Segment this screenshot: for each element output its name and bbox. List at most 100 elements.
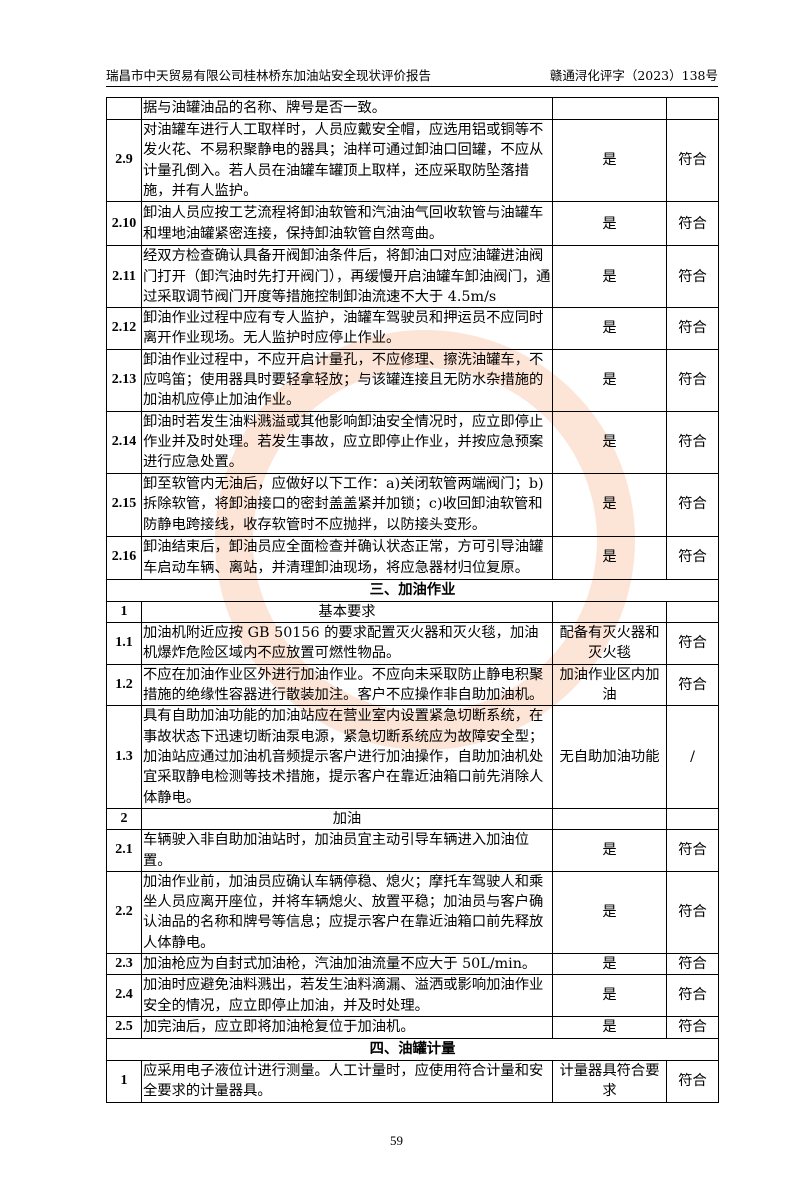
item-number: 2.4: [106, 974, 142, 1017]
check-content: 加油时应避免油料溅出，若发生油料滴漏、溢洒或影响加油作业安全的情况，应立即停止加…: [141, 974, 553, 1017]
table-row: 2.16 卸油结束后，卸油员应全面检查并确认状态正常，方可引导油罐车启动车辆、离站…: [106, 535, 719, 580]
check-result: 加油作业区内加油: [552, 663, 667, 707]
table-row: 1.3 具有自助加油功能的加油站应在营业室内设置紧急切断系统，在事故状态下迅速切断…: [106, 705, 719, 809]
item-number: 2: [106, 807, 142, 831]
check-result: 是: [552, 829, 667, 872]
check-result: 是: [552, 535, 667, 580]
check-result: 是: [552, 953, 667, 976]
check-result: 是: [552, 410, 667, 474]
item-number: 2.15: [106, 472, 142, 537]
check-result: 无自助加油功能: [552, 705, 667, 809]
result-cell: [552, 600, 667, 623]
subsection-title: 加油: [141, 807, 553, 831]
section-title: 三、加油作业: [106, 578, 719, 602]
report-title: 瑞昌市中天贸易有限公司桂林桥东加油站安全现状评价报告: [106, 68, 432, 83]
check-conclusion: 符合: [666, 348, 719, 412]
check-content: 加完油后，应立即将加油枪复位于加油机。: [141, 1015, 553, 1039]
check-conclusion: 符合: [666, 829, 719, 872]
table-row: 2.9 对油罐车进行人工取样时，人员应戴安全帽，应选用铝或铜等不发火花、不易积聚静…: [106, 118, 719, 203]
item-number: 2.5: [106, 1015, 142, 1039]
check-conclusion: 符合: [666, 118, 719, 203]
item-number: 1: [106, 600, 142, 623]
inspection-table: 据与油罐油品的名称、牌号是否一致。 2.9 对油罐车进行人工取样时，人员应戴安全帽，…: [106, 97, 719, 1103]
report-number: 赣通浔化评字（2023）138号: [549, 68, 718, 83]
check-content: 加油作业前，加油员应确认车辆停稳、熄火；摩托车驾驶人和乘坐人员应离开座位，并将车…: [141, 870, 553, 955]
item-number: 2.12: [106, 307, 142, 350]
check-content: 加油机附近应按 GB 50156 的要求配置灭火器和灭火毯，加油机爆炸危险区域内…: [141, 621, 553, 665]
check-conclusion: 符合: [666, 1059, 719, 1103]
check-result: 是: [552, 201, 667, 247]
item-number: 2.16: [106, 535, 142, 580]
check-content: 经双方检查确认具备开阀卸油条件后，将卸油口对应油罐进油阀门打开（卸汽油时先打开阀…: [141, 245, 553, 309]
check-result: 是: [552, 1015, 667, 1039]
check-result: 是: [552, 974, 667, 1017]
table-row: 2.4 加油时应避免油料溅出，若发生油料滴漏、溢洒或影响加油作业安全的情况，应立即…: [106, 974, 719, 1017]
check-result: 是: [552, 245, 667, 309]
check-conclusion: [666, 97, 719, 120]
page-header: 瑞昌市中天贸易有限公司桂林桥东加油站安全现状评价报告 赣通浔化评字（2023）1…: [106, 68, 718, 87]
item-number: 1: [106, 1059, 142, 1103]
check-conclusion: 符合: [666, 870, 719, 955]
check-content: 据与油罐油品的名称、牌号是否一致。: [141, 97, 553, 120]
item-number: 1.3: [106, 705, 142, 809]
table-row: 1.1 加油机附近应按 GB 50156 的要求配置灭火器和灭火毯，加油机爆炸危险…: [106, 621, 719, 665]
check-conclusion: 符合: [666, 953, 719, 976]
item-number: 2.13: [106, 348, 142, 412]
check-content: 卸油结束后，卸油员应全面检查并确认状态正常，方可引导油罐车启动车辆、离站，并清理…: [141, 535, 553, 580]
item-number: 2.14: [106, 410, 142, 474]
check-conclusion: 符合: [666, 1015, 719, 1039]
table-row: 1.2 不应在加油作业区外进行加油作业。不应向未采取防止静电积聚措施的绝缘性容器进…: [106, 663, 719, 707]
check-content: 对油罐车进行人工取样时，人员应戴安全帽，应选用铝或铜等不发火花、不易积聚静电的器…: [141, 118, 553, 203]
check-content: 卸油作业过程中，不应开启计量孔，不应修理、擦洗油罐车，不应鸣笛；使用器具时要轻拿…: [141, 348, 553, 412]
page-number: 59: [390, 1132, 403, 1148]
item-number: 2.3: [106, 953, 142, 976]
check-conclusion: 符合: [666, 663, 719, 707]
check-result: 计量器具符合要求: [552, 1059, 667, 1103]
section-title: 四、油罐计量: [106, 1037, 719, 1061]
section-row: 三、加油作业: [106, 578, 719, 602]
check-conclusion: 符合: [666, 410, 719, 474]
check-content: 卸油作业过程中应有专人监护，油罐车驾驶员和押运员不应同时离开作业现场。无人监护时…: [141, 307, 553, 350]
check-result: [552, 97, 667, 120]
check-content: 加油枪应为自封式加油枪，汽油加油流量不应大于 50L/min。: [141, 953, 553, 976]
check-content: 卸油时若发生油料溅溢或其他影响卸油安全情况时，应立即停止作业并及时处理。若发生事…: [141, 410, 553, 474]
table-row: 据与油罐油品的名称、牌号是否一致。: [106, 97, 719, 120]
table-row: 2.13 卸油作业过程中，不应开启计量孔，不应修理、擦洗油罐车，不应鸣笛；使用器具…: [106, 348, 719, 412]
check-result: 是: [552, 472, 667, 537]
check-conclusion: 符合: [666, 472, 719, 537]
check-content: 卸至软管内无油后，应做好以下工作：a)关闭软管两端阀门；b)拆除软管，将卸油接口…: [141, 472, 553, 537]
check-conclusion: 符合: [666, 307, 719, 350]
check-conclusion: 符合: [666, 201, 719, 247]
table-row: 2.11 经双方检查确认具备开阀卸油条件后，将卸油口对应油罐进油阀门打开（卸汽油时…: [106, 245, 719, 309]
item-number: 2.11: [106, 245, 142, 309]
check-content: 卸油人员应按工艺流程将卸油软管和汽油油气回收软管与油罐车和埋地油罐紧密连接，保持…: [141, 201, 553, 247]
check-content: 不应在加油作业区外进行加油作业。不应向未采取防止静电积聚措施的绝缘性容器进行散装…: [141, 663, 553, 707]
table-row: 2.12 卸油作业过程中应有专人监护，油罐车驾驶员和押运员不应同时离开作业现场。无…: [106, 307, 719, 350]
check-result: 是: [552, 307, 667, 350]
table-row: 2.2 加油作业前，加油员应确认车辆停稳、熄火；摩托车驾驶人和乘坐人员应离开座位，…: [106, 870, 719, 955]
check-conclusion: 符合: [666, 535, 719, 580]
table-row: 2.1 车辆驶入非自助加油站时，加油员宜主动引导车辆进入加油位置。是符合: [106, 829, 719, 872]
check-result: 是: [552, 118, 667, 203]
check-conclusion: /: [666, 705, 719, 809]
table-row: 2.15 卸至软管内无油后，应做好以下工作：a)关闭软管两端阀门；b)拆除软管，将…: [106, 472, 719, 537]
check-content: 具有自助加油功能的加油站应在营业室内设置紧急切断系统，在事故状态下迅速切断油泵电…: [141, 705, 553, 809]
item-number: 2.1: [106, 829, 142, 872]
check-conclusion: 符合: [666, 245, 719, 309]
check-content: 应采用电子液位计进行测量。人工计量时，应使用符合计量和安全要求的计量器具。: [141, 1059, 553, 1103]
item-number: 2.10: [106, 201, 142, 247]
subsection-row: 1 基本要求: [106, 600, 719, 623]
item-number: [106, 97, 142, 120]
check-result: 是: [552, 348, 667, 412]
result-cell: [552, 807, 667, 831]
check-result: 配备有灭火器和灭火毯: [552, 621, 667, 665]
check-result: 是: [552, 870, 667, 955]
table-row: 2.10 卸油人员应按工艺流程将卸油软管和汽油油气回收软管与油罐车和埋地油罐紧密连…: [106, 201, 719, 247]
subsection-row: 2 加油: [106, 807, 719, 831]
conclusion-cell: [666, 600, 719, 623]
item-number: 2.9: [106, 118, 142, 203]
check-conclusion: 符合: [666, 621, 719, 665]
subsection-title: 基本要求: [141, 600, 553, 623]
conclusion-cell: [666, 807, 719, 831]
